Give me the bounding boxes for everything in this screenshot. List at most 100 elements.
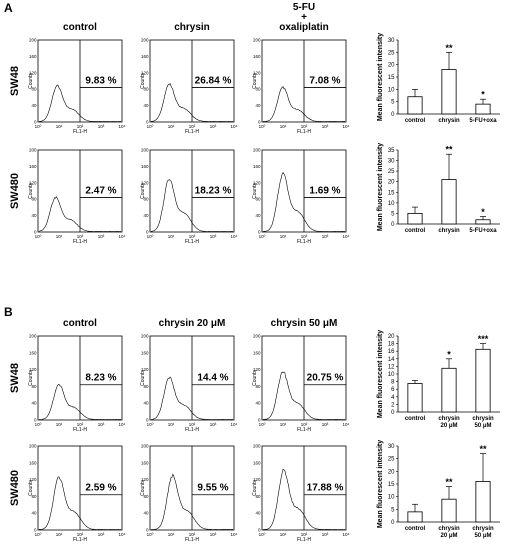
x-axis-label: FL1-H	[73, 239, 87, 245]
y-axis-label: Counts	[252, 370, 258, 386]
x-tick-label: 10³	[98, 422, 105, 427]
histogram-panel: 1.69 % 10⁰ 10¹ 10² 10³ 10⁴ 0 40 80 120 160 200 FL1-H…	[252, 148, 350, 246]
y-tick-label: 25	[388, 50, 395, 56]
y-tick-label: 10	[388, 372, 395, 378]
y-axis-label: Counts	[140, 480, 146, 496]
significance-marker: *	[447, 349, 451, 359]
x-axis-label: FL1-H	[73, 129, 87, 135]
histogram-panel: 8.23 % 10⁰ 10¹ 10² 10³ 10⁴ 0 40 80 120 160 200 FL1-H…	[28, 334, 126, 434]
y-tick-label: 120	[253, 477, 261, 482]
y-tick-label: 160	[29, 54, 37, 59]
x-tick-label: 10⁴	[231, 124, 238, 129]
y-tick-label: 160	[29, 164, 37, 169]
gate-percent-label: 26.84 %	[195, 76, 232, 87]
histogram-panel: 2.59 % 10⁰ 10¹ 10² 10³ 10⁴ 0 40 80 120 160 200 FL1-H…	[28, 444, 126, 544]
y-tick-label: 0	[391, 112, 395, 118]
y-tick-label: 30	[388, 444, 395, 450]
histogram-panel: 2.47 % 10⁰ 10¹ 10² 10³ 10⁴ 0 40 80 120 160 200 FL1-H…	[28, 148, 126, 246]
column-header: control	[63, 22, 97, 33]
x-tick-label: 10¹	[168, 422, 175, 427]
bar-y-axis-label: Mean fluorescent intensity	[377, 440, 384, 528]
column-header: oxaliplatin	[279, 22, 328, 33]
y-tick-label: 80	[255, 384, 261, 389]
bar-category-label: control	[405, 228, 426, 234]
gate-percent-label: 2.47 %	[85, 186, 116, 197]
y-tick-label: 80	[143, 494, 149, 499]
histogram-curve	[38, 84, 122, 122]
y-tick-label: 8	[391, 380, 395, 386]
bar	[441, 179, 457, 225]
y-tick-label: 15	[388, 75, 395, 81]
y-tick-label: 0	[34, 120, 37, 125]
bar	[441, 69, 457, 115]
histogram-curve	[38, 196, 122, 232]
x-tick-label: 10⁰	[35, 234, 42, 239]
significance-marker: **	[479, 444, 487, 454]
y-axis-label: Counts	[140, 370, 146, 386]
x-tick-label: 10³	[98, 532, 105, 537]
y-tick-label: 80	[31, 384, 37, 389]
y-tick-label: 6	[391, 387, 395, 393]
y-axis-label: Counts	[252, 480, 258, 496]
bar	[475, 219, 491, 225]
column-header: control	[63, 318, 97, 329]
histogram-panel: 7.08 % 10⁰ 10¹ 10² 10³ 10⁴ 0 40 80 120 160 200 FL1-H…	[252, 38, 350, 136]
y-tick-label: 40	[143, 511, 149, 516]
x-tick-label: 10⁴	[343, 234, 350, 239]
x-tick-label: 10⁰	[35, 532, 42, 537]
significance-marker: **	[445, 477, 453, 487]
gate-percent-label: 17.88 %	[307, 483, 344, 494]
x-axis-label: FL1-H	[185, 129, 199, 135]
y-tick-label: 0	[146, 120, 149, 125]
y-tick-label: 200	[29, 148, 37, 153]
x-tick-label: 10²	[301, 124, 308, 129]
bar-category-label: 50 μM	[474, 533, 491, 539]
gate-percent-label: 8.23 %	[85, 373, 116, 384]
y-axis-label: Counts	[252, 183, 258, 199]
x-tick-label: 10¹	[168, 532, 175, 537]
y-tick-label: 10	[388, 495, 395, 501]
bar	[475, 481, 491, 523]
y-tick-label: 10	[388, 201, 395, 207]
y-tick-label: 5	[391, 100, 395, 106]
x-tick-label: 10⁴	[343, 532, 350, 537]
y-tick-label: 40	[31, 213, 37, 218]
y-tick-label: 20	[388, 63, 395, 69]
y-tick-label: 30	[388, 159, 395, 165]
y-tick-label: 40	[143, 213, 149, 218]
x-tick-label: 10¹	[280, 422, 287, 427]
x-tick-label: 10³	[322, 532, 329, 537]
y-tick-label: 0	[258, 230, 261, 235]
significance-marker: ***	[478, 334, 489, 344]
x-tick-label: 10¹	[280, 532, 287, 537]
x-tick-label: 10⁰	[35, 422, 42, 427]
y-tick-label: 12	[388, 364, 395, 370]
y-tick-label: 5	[391, 211, 395, 217]
x-tick-label: 10²	[77, 124, 84, 129]
y-tick-label: 40	[255, 511, 261, 516]
x-tick-label: 10¹	[56, 532, 63, 537]
y-tick-label: 160	[141, 164, 149, 169]
x-axis-label: FL1-H	[297, 129, 311, 135]
y-tick-label: 200	[29, 334, 37, 339]
y-tick-label: 200	[253, 444, 261, 449]
x-tick-label: 10¹	[56, 234, 63, 239]
bar	[407, 383, 423, 413]
y-tick-label: 0	[258, 528, 261, 533]
bar-category-label: 5-FU+oxa	[469, 118, 497, 124]
y-tick-label: 80	[143, 87, 149, 92]
bar-category-label: 50 μM	[474, 423, 491, 429]
row-label: SW48	[9, 363, 21, 393]
bar-category-label: control	[405, 526, 426, 532]
y-axis-label: Counts	[28, 480, 34, 496]
bar-chart: 0 5 10 15 20 25 30 35 Mean fluorescent intensity…	[377, 143, 500, 234]
y-tick-label: 30	[388, 38, 395, 44]
y-tick-label: 20	[388, 334, 395, 340]
x-tick-label: 10²	[301, 234, 308, 239]
x-tick-label: 10⁴	[231, 532, 238, 537]
histogram-panel: 9.55 % 10⁰ 10¹ 10² 10³ 10⁴ 0 40 80 120 160 200 FL1-H…	[140, 444, 238, 544]
y-tick-label: 120	[253, 180, 261, 185]
x-tick-label: 10³	[98, 124, 105, 129]
bar-y-axis-label: Mean fluorescent intensity	[377, 33, 384, 121]
y-tick-label: 20	[388, 180, 395, 186]
